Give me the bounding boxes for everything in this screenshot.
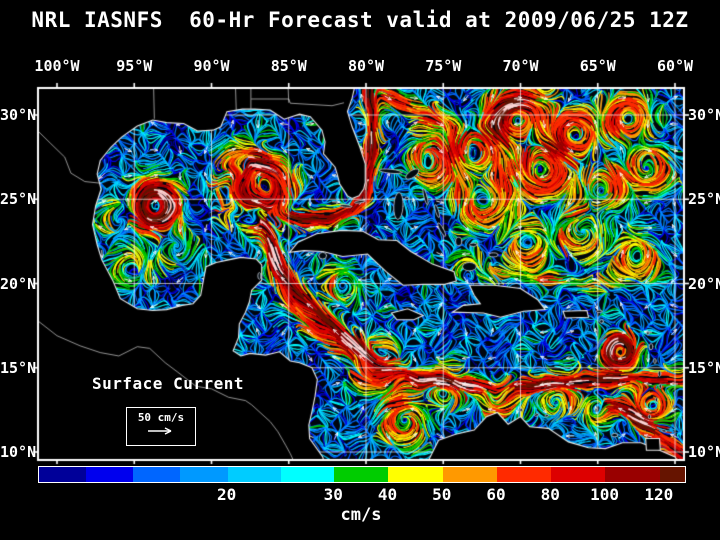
lat-axis-label-right: 25°N	[688, 190, 720, 209]
lon-axis-label: 80°W	[347, 57, 385, 75]
lon-axis-label: 100°W	[34, 57, 80, 75]
lon-axis-label: 85°W	[270, 57, 307, 75]
colorbar-segment	[659, 467, 685, 482]
colorbar-tick-label: 80	[540, 485, 560, 504]
figure-title: NRL IASNFS 60-Hr Forecast valid at 2009/…	[31, 8, 689, 32]
vector-scale-box: 50 cm/s	[126, 407, 196, 446]
lon-axis-label: 65°W	[579, 57, 616, 75]
colorbar-tick-label: 50	[432, 485, 452, 504]
lat-axis-label-right: 10°N	[688, 443, 720, 461]
colorbar-segment	[227, 467, 281, 482]
colorbar-segment	[551, 467, 606, 482]
colorbar-segment	[133, 467, 181, 482]
colorbar-segment	[334, 467, 389, 482]
map-legend-title: Surface Current	[92, 374, 244, 393]
lat-axis-label-left: 20°N	[0, 274, 37, 293]
colorbar-segment	[280, 467, 335, 482]
colorbar-segment	[388, 467, 443, 482]
colorbar-tick-label: 20	[216, 485, 237, 504]
colorbar-tick-label: 30	[323, 485, 343, 504]
vector-scale-label: 50 cm/s	[137, 411, 185, 424]
colorbar-segment	[605, 467, 660, 482]
lon-axis-label: 60°W	[656, 57, 694, 75]
colorbar-units: cm/s	[340, 505, 382, 525]
lat-axis-label-left: 15°N	[0, 358, 37, 377]
lon-axis-label: 90°W	[193, 57, 230, 75]
colorbar-segment	[496, 467, 552, 482]
lat-axis-label-left: 10°N	[0, 443, 37, 461]
colorbar-tick-label: 120	[644, 485, 674, 504]
colorbar-segment	[86, 467, 134, 482]
lat-axis-label-right: 30°N	[688, 106, 720, 124]
lat-axis-label-right: 20°N	[688, 274, 720, 293]
lat-axis-label-left: 25°N	[0, 190, 37, 209]
colorbar-tick-label: 100	[590, 485, 619, 504]
speed-colorbar	[38, 466, 686, 483]
colorbar-segment	[39, 467, 87, 482]
scale-arrow-icon	[148, 427, 172, 435]
lat-axis-label-right: 15°N	[688, 358, 720, 377]
colorbar-tick-label: 60	[486, 485, 506, 504]
lon-axis-label: 70°W	[502, 57, 539, 75]
colorbar-segment	[442, 467, 497, 482]
lon-axis-label: 95°W	[116, 57, 153, 75]
colorbar-tick-label: 40	[377, 485, 398, 504]
lon-axis-label: 75°W	[425, 57, 462, 75]
colorbar-segment	[180, 467, 228, 482]
lat-axis-label-left: 30°N	[0, 106, 37, 124]
